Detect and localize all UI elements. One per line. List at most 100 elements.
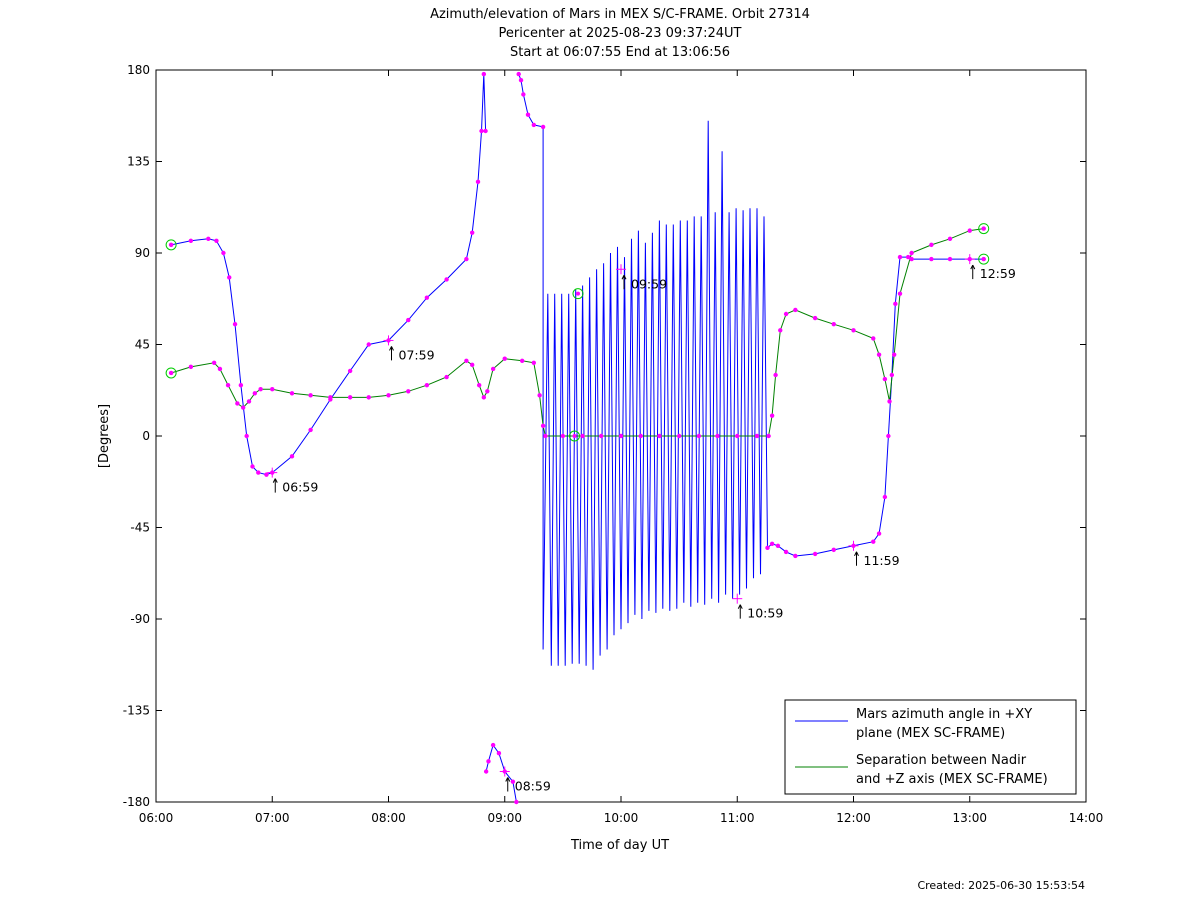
azimuth-point xyxy=(308,427,313,433)
y-tick-label: -180 xyxy=(123,795,150,809)
legend-box xyxy=(784,699,1077,795)
azimuth-point xyxy=(470,230,475,235)
separation-point xyxy=(225,382,231,388)
start-end-dot xyxy=(575,291,580,296)
azimuth-point xyxy=(514,799,519,805)
separation-point xyxy=(444,374,449,380)
azimuth-point xyxy=(897,254,903,260)
separation-point xyxy=(891,352,897,357)
azimuth-point xyxy=(521,92,526,97)
x-tick-label: 07:00 xyxy=(255,811,290,825)
separation-point xyxy=(258,387,263,392)
start-end-dot xyxy=(981,257,986,262)
separation-point xyxy=(783,311,789,317)
separation-point xyxy=(386,393,391,398)
start-end-marker xyxy=(165,367,177,379)
legend-label: and +Z axis (MEX SC-FRAME) xyxy=(856,772,1048,787)
start-end-dot xyxy=(981,226,986,231)
azimuth-point xyxy=(244,433,249,439)
x-tick-label: 12:00 xyxy=(836,811,871,825)
start-end-marker xyxy=(572,288,584,300)
x-tick-label: 08:00 xyxy=(371,811,406,825)
separation-point xyxy=(502,356,507,361)
annotation-label: 11:59 xyxy=(864,553,900,568)
x-tick-label: 11:00 xyxy=(720,811,755,825)
x-tick-label: 10:00 xyxy=(604,811,639,825)
separation-point xyxy=(481,395,487,400)
separation-point xyxy=(424,382,430,388)
separation-point xyxy=(490,366,496,372)
azimuth-point xyxy=(232,321,238,327)
y-tick-label: 45 xyxy=(135,338,150,352)
y-tick-label: 180 xyxy=(127,63,150,77)
separation-point xyxy=(240,405,246,410)
y-tick-label: -90 xyxy=(130,612,150,626)
y-tick-label: -45 xyxy=(130,521,150,535)
azimuth-point xyxy=(238,382,244,388)
series-markers xyxy=(165,71,990,805)
separation-point xyxy=(735,433,740,439)
annotation-arrowhead xyxy=(272,478,278,483)
azimuth-point xyxy=(483,128,488,134)
azimuth-point xyxy=(516,71,521,77)
azimuth-point xyxy=(366,342,371,347)
separation-point xyxy=(773,372,778,378)
y-axis-label: [Degrees] xyxy=(97,404,112,468)
azimuth-point xyxy=(876,531,882,536)
azimuth-point xyxy=(882,494,888,500)
start-end-marker xyxy=(569,430,580,442)
start-end-marker xyxy=(165,239,177,251)
azimuth-point xyxy=(947,256,953,262)
azimuth-point xyxy=(518,77,524,83)
separation-point xyxy=(308,393,313,398)
start-end-dot xyxy=(169,242,174,247)
annotation-arrowhead xyxy=(389,346,394,351)
separation-point xyxy=(537,393,542,398)
x-tick-label: 13:00 xyxy=(952,811,987,825)
time-annotations: 06:59 07:59 08:59 09:59 10:59 11:59 12:59 xyxy=(267,254,1016,794)
annotation-arrowhead xyxy=(621,275,627,280)
azimuth-point xyxy=(871,539,876,544)
azimuth-point xyxy=(250,464,255,469)
azimuth-point xyxy=(221,250,226,256)
separation-point xyxy=(876,352,882,357)
annotation-arrowhead xyxy=(970,264,976,270)
azimuth-point xyxy=(496,751,502,756)
separation-point xyxy=(754,433,760,439)
azimuth-point xyxy=(531,122,537,128)
azimuth-point xyxy=(256,470,261,475)
y-tick-label: 0 xyxy=(142,429,150,443)
annotation-label: 09:59 xyxy=(631,276,667,291)
azimuth-point xyxy=(347,368,353,374)
azimuth-point xyxy=(214,238,219,243)
azimuth-point xyxy=(889,372,895,378)
separation-point xyxy=(470,362,475,368)
legend-label: Mars azimuth angle in +XY xyxy=(856,707,1032,722)
azimuth-point xyxy=(424,295,430,300)
azimuth-point xyxy=(775,543,781,548)
separation-point xyxy=(406,389,411,394)
azimuth-point xyxy=(510,779,516,784)
separation-point xyxy=(580,433,585,439)
separation-point xyxy=(188,364,194,370)
azimuth-point xyxy=(444,277,449,282)
annotation-arrowhead xyxy=(505,777,511,782)
separation-point xyxy=(851,328,856,333)
separation-point xyxy=(519,358,525,363)
annotation-arrowhead xyxy=(737,604,743,609)
azimuth-point xyxy=(905,254,911,260)
separation-point xyxy=(778,328,783,333)
azimuth-point xyxy=(886,433,891,439)
separation-point xyxy=(347,395,353,400)
annotation-label: 12:59 xyxy=(980,266,1016,281)
separation-point xyxy=(328,395,333,400)
legend: Mars azimuth angle in +XY plane (MEX SC-F… xyxy=(784,699,1077,795)
separation-point xyxy=(812,315,818,321)
azimuth-point xyxy=(264,472,269,477)
azimuth-point xyxy=(464,256,469,262)
azimuth-point xyxy=(483,769,489,774)
azimuth-point xyxy=(479,128,484,134)
azimuth-point xyxy=(188,238,194,243)
azimuth-point xyxy=(831,547,836,553)
